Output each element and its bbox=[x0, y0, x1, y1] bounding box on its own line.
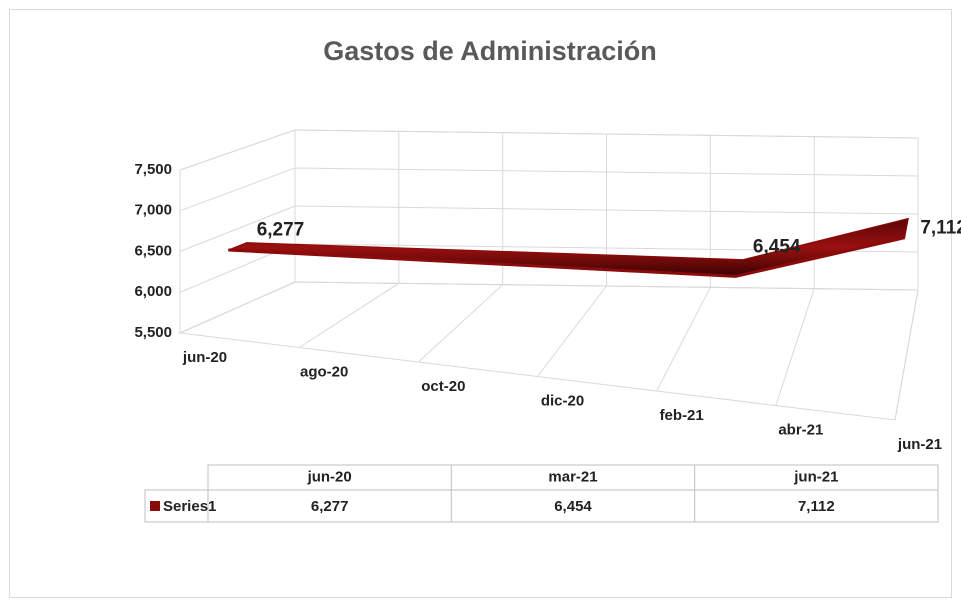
grid-line bbox=[775, 136, 815, 406]
x-tick-label: dic-20 bbox=[541, 392, 584, 409]
y-tick-label: 7,000 bbox=[134, 202, 172, 219]
grid-line bbox=[894, 138, 919, 421]
grid-line bbox=[298, 131, 400, 348]
x-tick-label: abr-21 bbox=[778, 421, 823, 438]
grid-line bbox=[417, 132, 504, 363]
data-label: 6,277 bbox=[257, 220, 305, 241]
legend-label: Series1 bbox=[163, 498, 216, 515]
x-tick-label: jun-21 bbox=[897, 436, 942, 453]
grid-line bbox=[179, 130, 296, 334]
grid-line bbox=[537, 134, 607, 377]
table-lines bbox=[144, 464, 939, 523]
grid-line bbox=[656, 135, 711, 392]
y-tick-label: 5,500 bbox=[134, 324, 172, 341]
legend-key bbox=[150, 501, 160, 511]
data-label: 7,112 bbox=[920, 217, 961, 238]
data-label: 6,454 bbox=[753, 237, 801, 258]
table-header: jun-20 bbox=[307, 468, 352, 485]
y-tick-label: 7,500 bbox=[134, 161, 172, 178]
table-header: jun-21 bbox=[793, 468, 838, 485]
y-tick-label: 6,000 bbox=[134, 283, 172, 300]
chart-border bbox=[9, 9, 952, 598]
x-tick-label: feb-21 bbox=[660, 407, 704, 424]
table-value: 6,454 bbox=[554, 498, 592, 515]
table-header: mar-21 bbox=[548, 468, 597, 485]
y-tick-label: 6,500 bbox=[134, 242, 172, 259]
table-value: 7,112 bbox=[798, 498, 835, 515]
x-tick-label: oct-20 bbox=[421, 378, 465, 395]
x-tick-label: jun-20 bbox=[182, 349, 227, 366]
x-tick-label: ago-20 bbox=[300, 363, 348, 380]
table-value: 6,277 bbox=[311, 498, 349, 515]
chart-title: Gastos de Administración bbox=[323, 36, 657, 66]
line bbox=[228, 236, 906, 278]
